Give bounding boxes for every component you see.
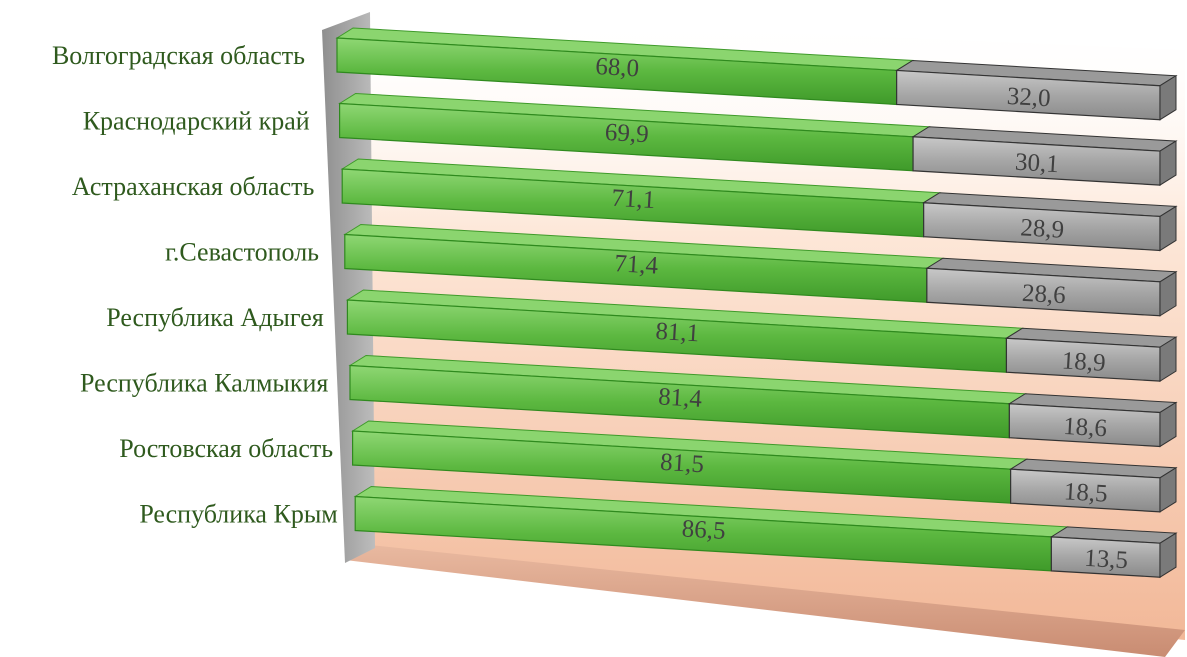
value-label-green: 68,0 bbox=[595, 53, 640, 82]
floor bbox=[345, 545, 1185, 657]
value-label-green: 71,1 bbox=[611, 185, 656, 214]
value-label-green: 86,5 bbox=[681, 515, 726, 544]
bar-group bbox=[335, 27, 1178, 121]
value-labels: 68,0 32,0 69,9 30,1 71,1 28,9 71,4 28,6 81,1 18,9… bbox=[595, 53, 1129, 574]
bar-grey-end bbox=[1159, 205, 1177, 252]
bar-grey-end bbox=[1159, 466, 1177, 513]
category-label: Астраханская область bbox=[72, 172, 315, 201]
bar-group bbox=[340, 158, 1178, 252]
category-label: Краснодарский край bbox=[83, 107, 310, 136]
bar-grey-end bbox=[1159, 401, 1177, 448]
value-label-grey: 18,6 bbox=[1062, 413, 1107, 442]
category-label: Республика Адыгея bbox=[106, 303, 323, 332]
value-label-green: 81,1 bbox=[655, 318, 700, 347]
category-label: Республика Крым bbox=[139, 500, 337, 529]
category-label: Ростовская область bbox=[119, 434, 333, 463]
bar-group bbox=[343, 223, 1178, 317]
value-label-grey: 28,6 bbox=[1021, 280, 1066, 309]
value-label-grey: 18,9 bbox=[1061, 347, 1106, 376]
value-label-grey: 13,5 bbox=[1083, 545, 1128, 574]
value-label-green: 81,5 bbox=[659, 449, 704, 478]
value-label-green: 71,4 bbox=[614, 250, 660, 280]
value-label-grey: 28,9 bbox=[1020, 214, 1065, 243]
value-label-green: 69,9 bbox=[604, 119, 649, 148]
bar-group bbox=[351, 420, 1178, 513]
category-label: Республика Калмыкия bbox=[80, 369, 328, 398]
category-label: г.Севастополь bbox=[165, 238, 319, 267]
value-label-grey: 32,0 bbox=[1006, 83, 1051, 112]
bar-grey-end bbox=[1159, 532, 1177, 579]
bar-grey-end bbox=[1159, 336, 1177, 383]
bar-group bbox=[353, 485, 1178, 579]
bar-grey-end bbox=[1159, 140, 1177, 186]
value-label-grey: 30,1 bbox=[1014, 149, 1059, 178]
value-label-grey: 18,5 bbox=[1063, 478, 1108, 507]
bar-grey-end bbox=[1159, 74, 1177, 121]
value-label-green: 81,4 bbox=[657, 383, 703, 413]
bars-layer bbox=[335, 27, 1178, 579]
bar-grey-end bbox=[1159, 270, 1177, 317]
category-labels: Волгоградская область Краснодарский край А… bbox=[52, 41, 338, 529]
bar-group bbox=[338, 92, 1178, 186]
bar-group bbox=[348, 354, 1178, 448]
bar-group bbox=[345, 289, 1178, 383]
category-label: Волгоградская область bbox=[52, 41, 305, 70]
